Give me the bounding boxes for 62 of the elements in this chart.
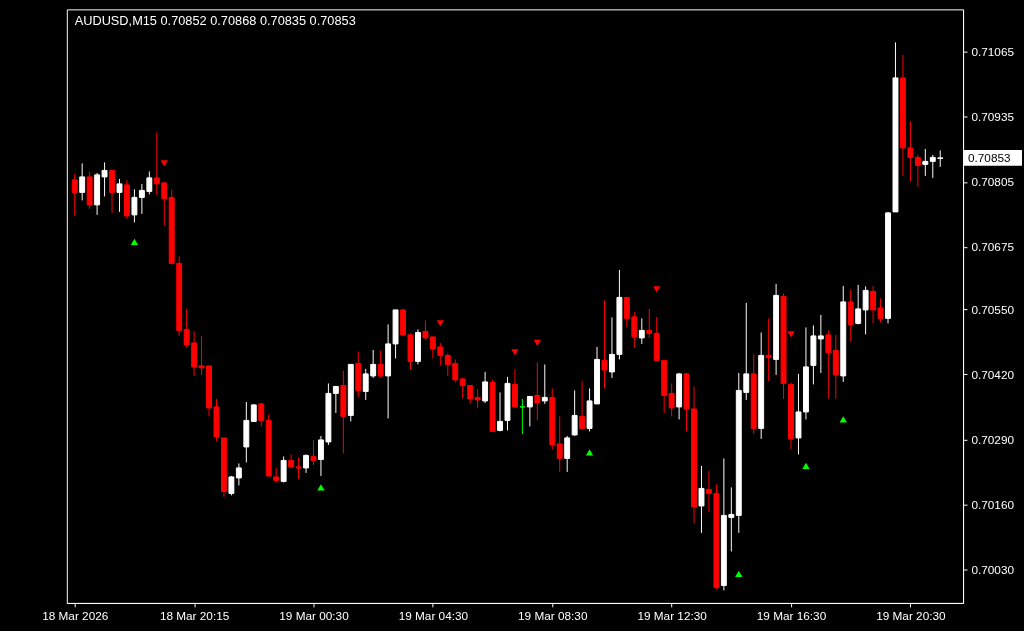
x-tick-label: 18 Mar 20:15	[159, 609, 230, 623]
candlestick	[765, 317, 772, 382]
x-tick-label: 19 Mar 16:30	[756, 609, 827, 623]
candlestick	[638, 317, 645, 345]
y-tick-label: 0.70675	[971, 240, 1015, 254]
candlestick	[825, 329, 832, 399]
candlestick	[668, 382, 675, 417]
point	[436, 320, 444, 327]
y-tick-label: 0.70030	[971, 562, 1015, 576]
point	[585, 449, 594, 456]
x-tick-label: 19 Mar 04:30	[398, 609, 469, 623]
candlestick	[71, 173, 78, 217]
candlestick	[512, 368, 518, 409]
point	[787, 331, 795, 338]
candlestick	[601, 299, 608, 389]
candlestick	[497, 391, 503, 432]
candlestick	[482, 371, 489, 404]
candlestick	[571, 389, 578, 437]
candlestick	[698, 465, 705, 534]
text: 0.70853	[967, 150, 1012, 164]
point	[130, 238, 139, 246]
candlestick	[79, 162, 86, 201]
candlestick	[646, 308, 653, 339]
candlestick	[564, 435, 571, 473]
candlestick	[303, 453, 309, 474]
x-tick-label: 19 Mar 20:30	[876, 609, 947, 623]
y-tick-label: 0.71065	[971, 45, 1015, 59]
y-tick-label: 0.70420	[971, 367, 1015, 381]
candlestick	[377, 349, 384, 379]
candlestick	[922, 148, 929, 177]
candlestick	[526, 395, 533, 427]
point	[317, 484, 325, 491]
point	[653, 286, 661, 293]
y-tick-label: 0.70935	[971, 110, 1015, 124]
candlestick	[579, 380, 586, 429]
candlestick	[280, 455, 287, 483]
candlestick	[310, 439, 317, 466]
y-tick-label: 0.70550	[971, 302, 1015, 316]
point	[533, 339, 541, 347]
candlestick	[474, 388, 481, 409]
point	[839, 416, 847, 423]
y-tick-label: 0.70160	[971, 497, 1015, 511]
candlestick	[862, 285, 869, 335]
y-tick-label: 0.70290	[971, 432, 1015, 446]
candlestick	[541, 363, 548, 405]
candlestick	[556, 415, 563, 473]
candlestick	[847, 288, 854, 343]
chart-title: AUDUSD,M15 0.70852 0.70868 0.70835 0.70853	[74, 13, 356, 29]
candlestick	[116, 178, 123, 213]
point	[735, 570, 743, 578]
candlestick	[534, 361, 541, 421]
point	[160, 160, 168, 167]
x-tick-label: 19 Mar 00:30	[279, 609, 350, 623]
x-tick-label: 19 Mar 12:30	[637, 609, 708, 623]
candlestick	[109, 169, 115, 214]
point	[802, 462, 810, 470]
x-tick-label: 19 Mar 08:30	[518, 609, 588, 623]
candlestick	[855, 284, 862, 325]
point	[511, 349, 519, 356]
y-tick-label: 0.70805	[971, 175, 1015, 189]
x-tick-label: 18 Mar 2026	[42, 609, 109, 623]
candlestick	[519, 398, 526, 435]
